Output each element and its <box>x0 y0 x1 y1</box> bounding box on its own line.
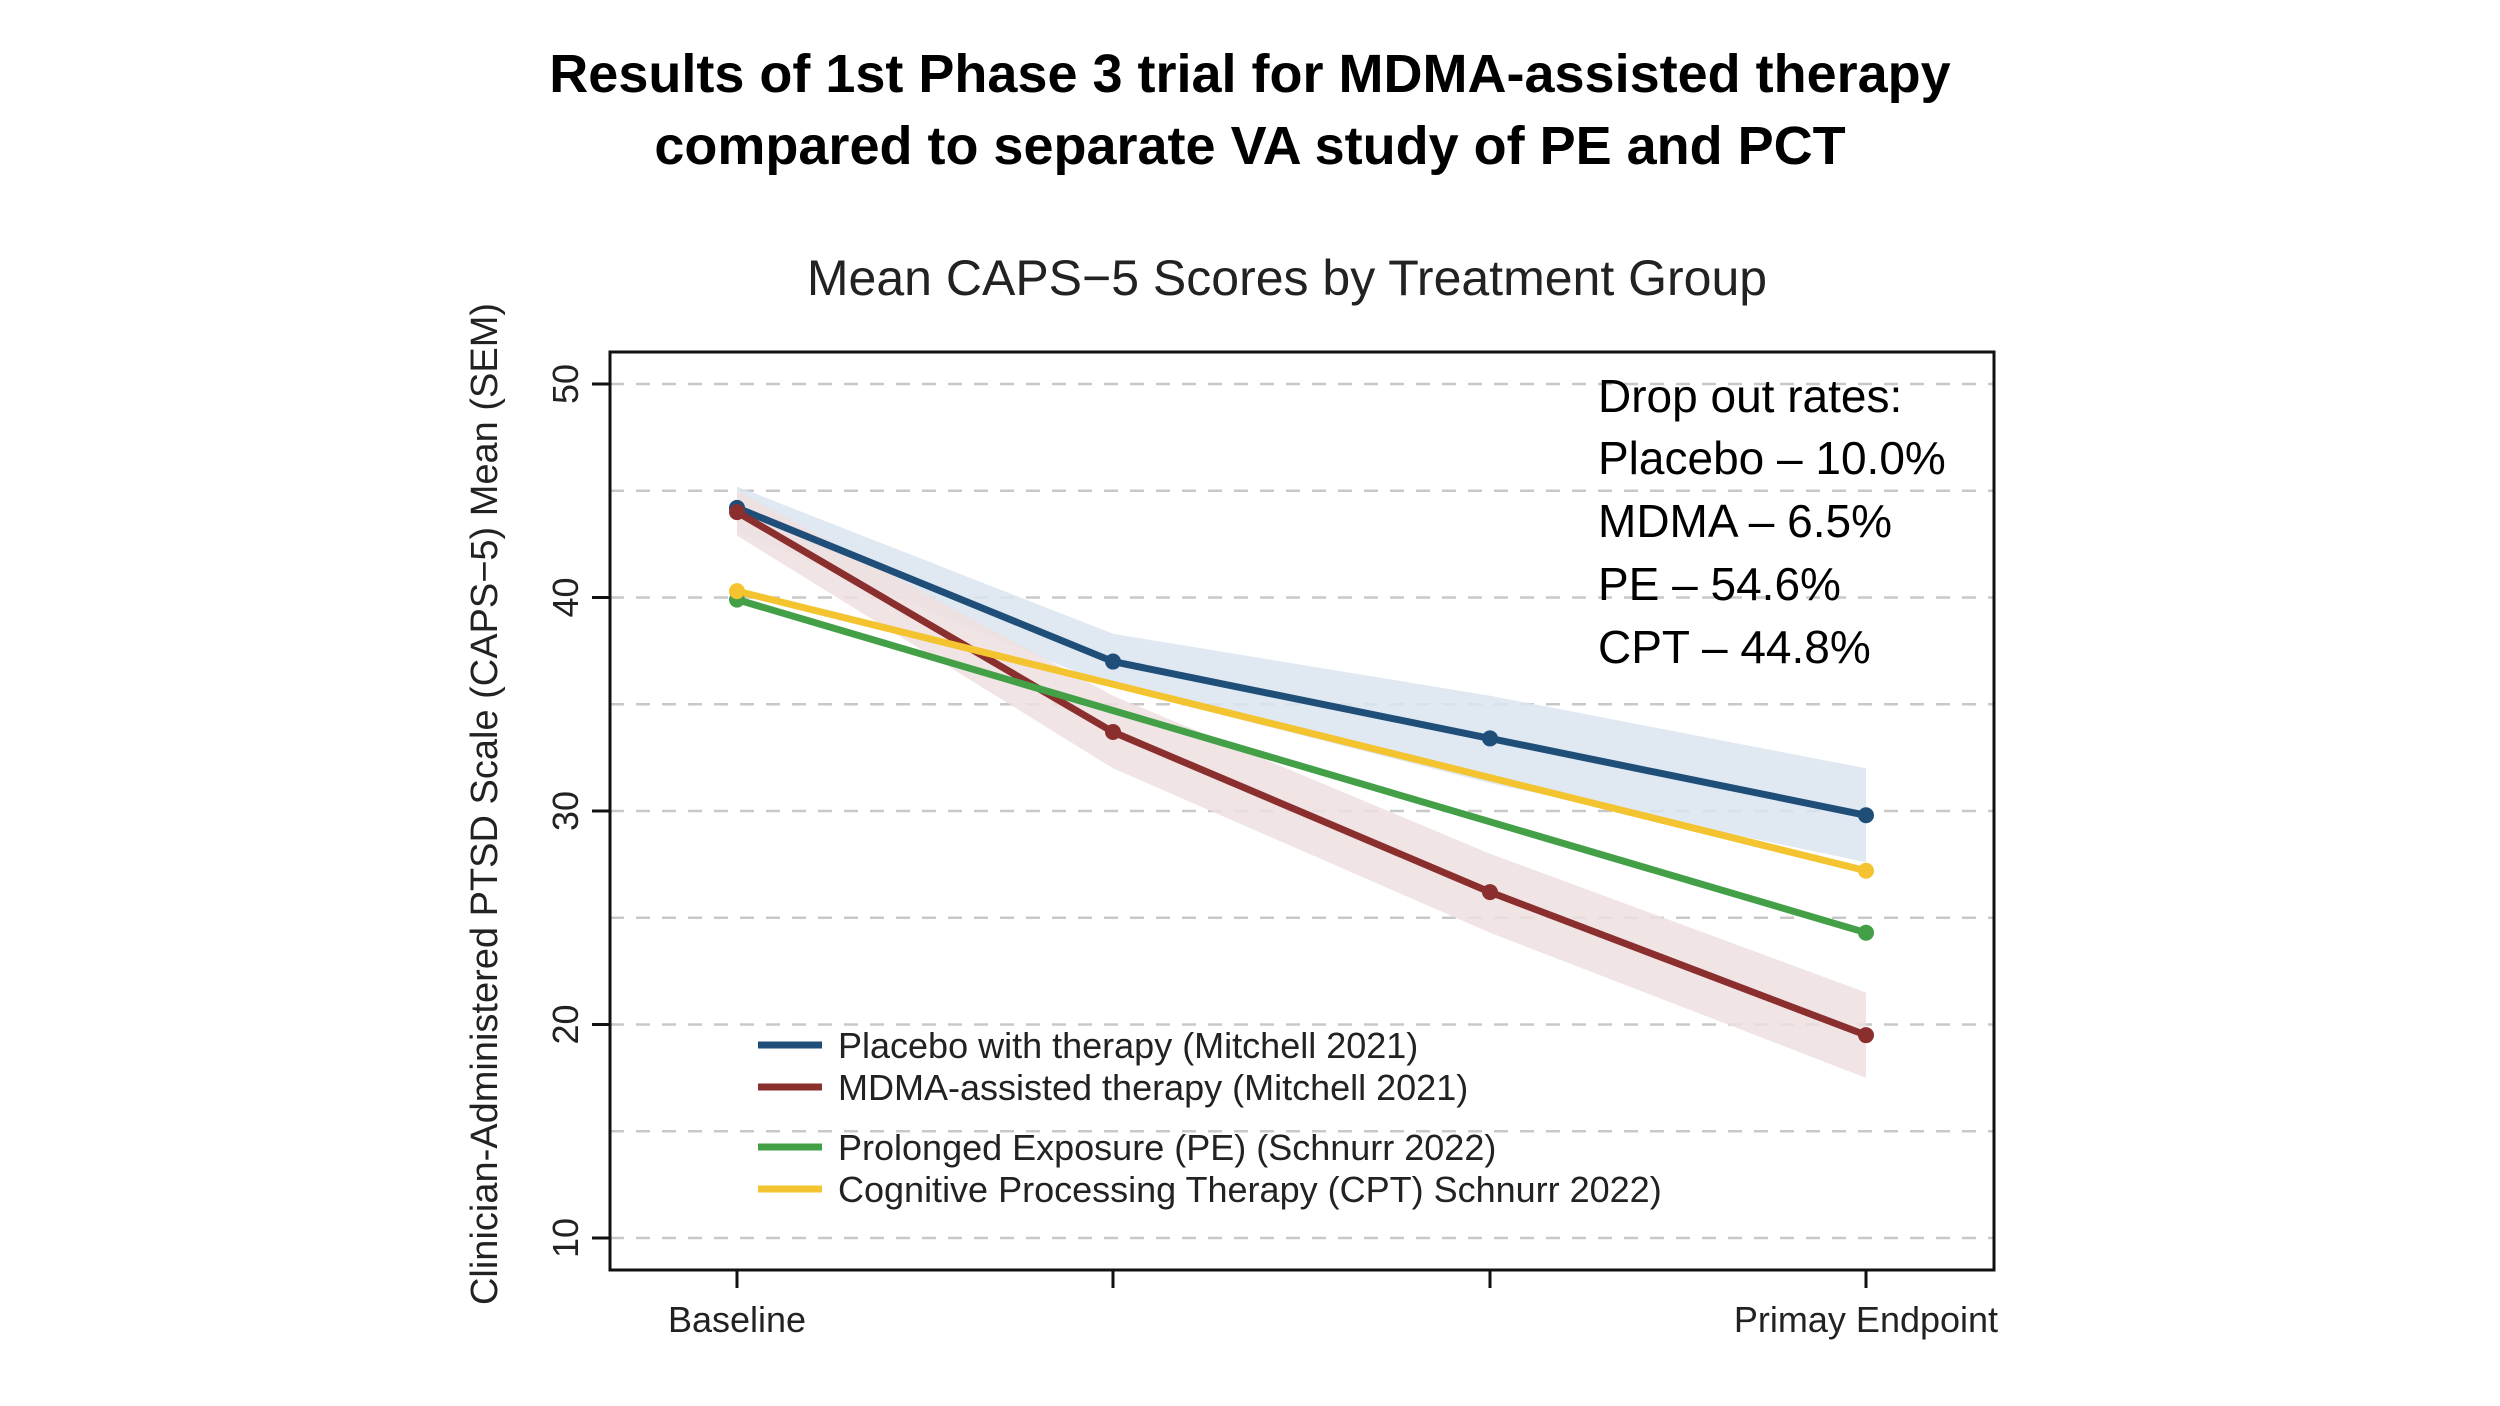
y-tick-label: 50 <box>545 364 586 404</box>
dropout-heading: Drop out rates: <box>1598 370 1902 422</box>
point-layer <box>729 499 1874 1044</box>
slide-title: Results of 1st Phase 3 trial for MDMA-as… <box>0 38 2500 182</box>
y-tick-label: 20 <box>545 1004 586 1044</box>
chart-title: Mean CAPS−5 Scores by Treatment Group <box>807 250 1767 306</box>
data-point <box>1858 1027 1874 1044</box>
dropout-annotation: Drop out rates: Placebo – 10.0% MDMA – 6… <box>1598 370 1946 673</box>
sem-band <box>737 486 1866 863</box>
data-point <box>1105 724 1121 741</box>
y-tick-label: 30 <box>545 791 586 831</box>
data-point <box>1858 807 1874 824</box>
slide-title-line-1: Results of 1st Phase 3 trial for MDMA-as… <box>549 44 1951 104</box>
data-point <box>1105 653 1121 670</box>
x-tick-label: Baseline <box>668 1299 806 1340</box>
line-layer <box>735 504 1868 1039</box>
y-axis-label: Clinician-Administered PTSD Scale (CAPS−… <box>464 303 506 1305</box>
data-point <box>1482 730 1498 747</box>
dropout-line-cpt: CPT – 44.8% <box>1598 621 1871 673</box>
data-point <box>1858 862 1874 879</box>
legend: Placebo with therapy (Mitchell 2021)MDMA… <box>758 1025 1662 1210</box>
slide-title-line-2: compared to separate VA study of PE and … <box>654 116 1846 176</box>
series-line <box>735 504 1867 819</box>
dropout-line-pe: PE – 54.6% <box>1598 558 1841 610</box>
dropout-line-placebo: Placebo – 10.0% <box>1598 432 1946 484</box>
data-point <box>729 504 745 521</box>
legend-label: Cognitive Processing Therapy (CPT) Schnu… <box>838 1169 1662 1210</box>
x-tick-label: Primay Endpoint <box>1734 1299 1998 1340</box>
legend-label: Prolonged Exposure (PE) (Schnurr 2022) <box>838 1127 1496 1168</box>
data-point <box>1482 884 1498 901</box>
legend-label: Placebo with therapy (Mitchell 2021) <box>838 1025 1418 1066</box>
data-point <box>729 583 745 600</box>
y-tick-label: 40 <box>545 577 586 617</box>
data-point <box>1858 924 1874 941</box>
series-line <box>735 509 1868 1039</box>
axis-layer: 10 20 30 40 50 Baseline Primay Endpoint <box>545 364 1998 1340</box>
series-line <box>736 587 1867 875</box>
legend-label: MDMA-assisted therapy (Mitchell 2021) <box>838 1067 1468 1108</box>
series-line <box>736 596 1867 937</box>
dropout-line-mdma: MDMA – 6.5% <box>1598 495 1892 547</box>
y-tick-label: 10 <box>545 1218 586 1258</box>
